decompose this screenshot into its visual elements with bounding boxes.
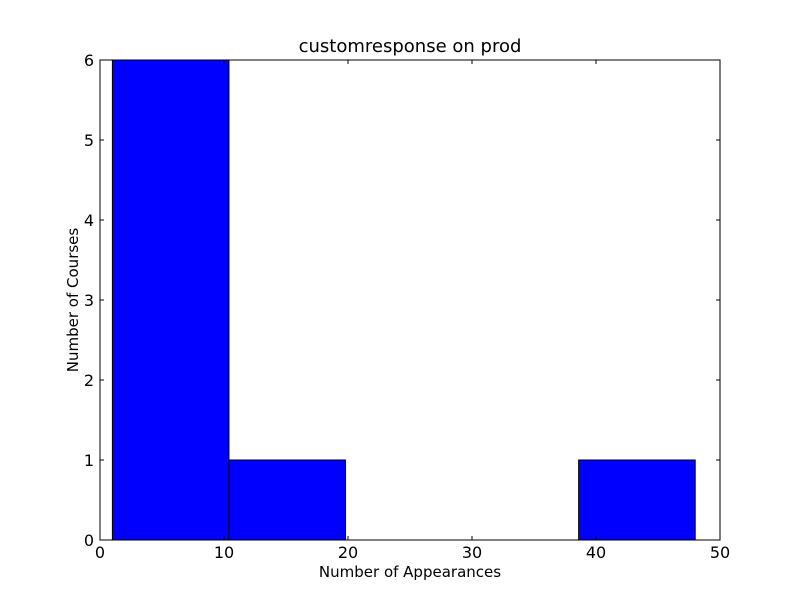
y-tick-label-1: 1 [84, 451, 94, 470]
y-tick-label-2: 2 [84, 371, 94, 390]
x-tick-label-3: 30 [462, 543, 482, 562]
x-tick-label-1: 10 [214, 543, 234, 562]
plot-frame [99, 59, 721, 541]
histogram-bar-1 [228, 459, 347, 541]
y-tick-label-0: 0 [84, 531, 94, 550]
chart-title: customresponse on prod [299, 36, 522, 57]
x-tick-label-0: 0 [95, 543, 105, 562]
bars-layer [111, 59, 696, 541]
x-tick-label-5: 50 [710, 543, 730, 562]
histogram-bar-0 [111, 59, 230, 541]
histogram-bar-4 [578, 459, 696, 541]
x-tick-label-4: 40 [586, 543, 606, 562]
y-tick-label-3: 3 [84, 291, 94, 310]
ticks-layer: 0 10 20 30 40 50 0 1 2 3 4 5 6 [84, 51, 730, 562]
y-tick-label-4: 4 [84, 211, 94, 230]
y-tick-label-5: 5 [84, 131, 94, 150]
x-tick-label-2: 20 [338, 543, 358, 562]
y-tick-label-6: 6 [84, 51, 94, 70]
x-axis-label: Number of Appearances [319, 563, 501, 581]
y-axis-label: Number of Courses [64, 228, 82, 373]
